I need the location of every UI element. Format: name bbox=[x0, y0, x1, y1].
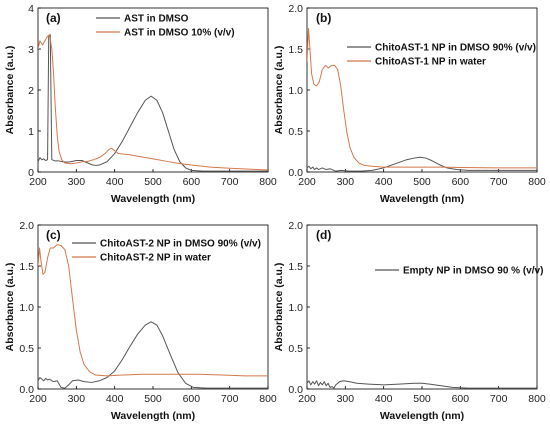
x-tick-label: 300 bbox=[68, 176, 86, 188]
legend-entry-1: ChitoAST-1 NP in DMSO 90% (v/v) bbox=[375, 43, 536, 54]
y-tick-label: 1.0 bbox=[288, 85, 303, 97]
x-tick-label: 600 bbox=[452, 393, 470, 405]
y-tick-label: 3 bbox=[28, 44, 34, 56]
plot-frame bbox=[306, 224, 538, 390]
x-tick-label: 400 bbox=[106, 176, 124, 188]
chart-panel-1: 200 300 400 500 600 700 800 0 1 2 3 4 Wavelength (nm… bbox=[4, 3, 277, 205]
x-tick-label: 500 bbox=[144, 176, 162, 188]
x-axis-title: Wavelength (nm) bbox=[111, 410, 195, 422]
series-line-1 bbox=[38, 34, 268, 172]
y-tick-label: 0.0 bbox=[288, 167, 303, 179]
x-tick-label: 500 bbox=[144, 393, 162, 405]
chart-panel-2: 200 300 400 500 600 700 800 0.0 0.5 1.0 1.5 2.0 Wave… bbox=[273, 3, 546, 205]
y-tick-label: 0 bbox=[28, 167, 34, 179]
x-tick-label: 800 bbox=[528, 176, 546, 188]
legend-entry-2: ChitoAST-1 NP in water bbox=[375, 57, 486, 68]
x-tick-label: 600 bbox=[183, 176, 201, 188]
y-tick-label: 2.0 bbox=[288, 220, 303, 232]
y-tick-label: 1.5 bbox=[288, 261, 303, 273]
x-tick-label: 200 bbox=[298, 393, 316, 405]
y-tick-label: 2 bbox=[28, 85, 34, 97]
x-tick-label: 500 bbox=[413, 393, 431, 405]
y-axis-title: Absorbance (a.u.) bbox=[4, 46, 16, 135]
legend-entry-1: AST in DMSO bbox=[124, 14, 189, 25]
y-tick-label: 0.5 bbox=[19, 343, 34, 355]
x-tick-label: 700 bbox=[490, 176, 508, 188]
x-tick-label: 300 bbox=[337, 393, 355, 405]
panel-label: (d) bbox=[316, 228, 331, 242]
series-line-1 bbox=[38, 321, 268, 389]
x-tick-label: 500 bbox=[413, 176, 431, 188]
y-tick-label: 1.0 bbox=[19, 302, 34, 314]
legend-entry-1: Empty NP in DMSO 90 % (v/v) bbox=[403, 266, 543, 277]
legend-entry-2: AST in DMSO 10% (v/v) bbox=[124, 28, 235, 39]
y-tick-label: 0.0 bbox=[19, 384, 34, 396]
x-tick-label: 400 bbox=[106, 393, 124, 405]
chart-panel-3: 200 300 400 500 600 700 800 0.0 0.5 1.0 1.5 2.0 Wave… bbox=[4, 220, 277, 422]
y-tick-label: 1.5 bbox=[288, 44, 303, 56]
x-tick-label: 300 bbox=[337, 176, 355, 188]
x-axis-title: Wavelength (nm) bbox=[380, 410, 464, 422]
x-axis-title: Wavelength (nm) bbox=[111, 193, 195, 205]
x-tick-label: 800 bbox=[528, 393, 546, 405]
x-tick-label: 400 bbox=[375, 393, 393, 405]
x-tick-label: 700 bbox=[221, 393, 239, 405]
y-tick-label: 0.0 bbox=[288, 384, 303, 396]
x-tick-label: 200 bbox=[298, 176, 316, 188]
y-tick-label: 1.5 bbox=[19, 261, 34, 273]
y-axis-title: Absorbance (a.u.) bbox=[273, 46, 285, 135]
chart-panel-4: 200 300 400 500 600 700 800 0.0 0.5 1.0 1.5 2.0 Wave… bbox=[273, 220, 546, 422]
y-tick-label: 4 bbox=[28, 3, 34, 15]
x-tick-label: 700 bbox=[221, 176, 239, 188]
y-axis-title: Absorbance (a.u.) bbox=[273, 263, 285, 352]
x-tick-label: 600 bbox=[183, 393, 201, 405]
y-tick-label: 1.0 bbox=[288, 302, 303, 314]
legend-entry-2: ChitoAST-2 NP in water bbox=[100, 253, 211, 264]
series-line-2 bbox=[38, 34, 268, 171]
panel-label: (a) bbox=[46, 11, 61, 25]
y-tick-label: 2.0 bbox=[19, 220, 34, 232]
x-tick-label: 800 bbox=[259, 176, 277, 188]
x-tick-label: 200 bbox=[29, 176, 47, 188]
x-tick-label: 200 bbox=[29, 393, 47, 405]
y-tick-label: 0.5 bbox=[288, 343, 303, 355]
series-line-2 bbox=[38, 244, 268, 377]
x-tick-label: 800 bbox=[259, 393, 277, 405]
panel-label: (b) bbox=[316, 11, 331, 25]
plot-frame bbox=[37, 224, 269, 390]
x-tick-label: 600 bbox=[452, 176, 470, 188]
panel-label: (c) bbox=[46, 228, 61, 242]
y-tick-label: 1 bbox=[28, 126, 34, 138]
y-tick-label: 0.5 bbox=[288, 126, 303, 138]
series-line-2 bbox=[307, 28, 537, 169]
series-line-1 bbox=[307, 156, 537, 172]
x-tick-label: 400 bbox=[375, 176, 393, 188]
y-axis-title: Absorbance (a.u.) bbox=[4, 263, 16, 352]
x-axis-title: Wavelength (nm) bbox=[380, 193, 464, 205]
series-line-1 bbox=[307, 380, 537, 389]
x-tick-label: 300 bbox=[68, 393, 86, 405]
y-tick-label: 2.0 bbox=[288, 3, 303, 15]
x-tick-label: 700 bbox=[490, 393, 508, 405]
legend-entry-1: ChitoAST-2 NP in DMSO 90% (v/v) bbox=[100, 239, 261, 250]
